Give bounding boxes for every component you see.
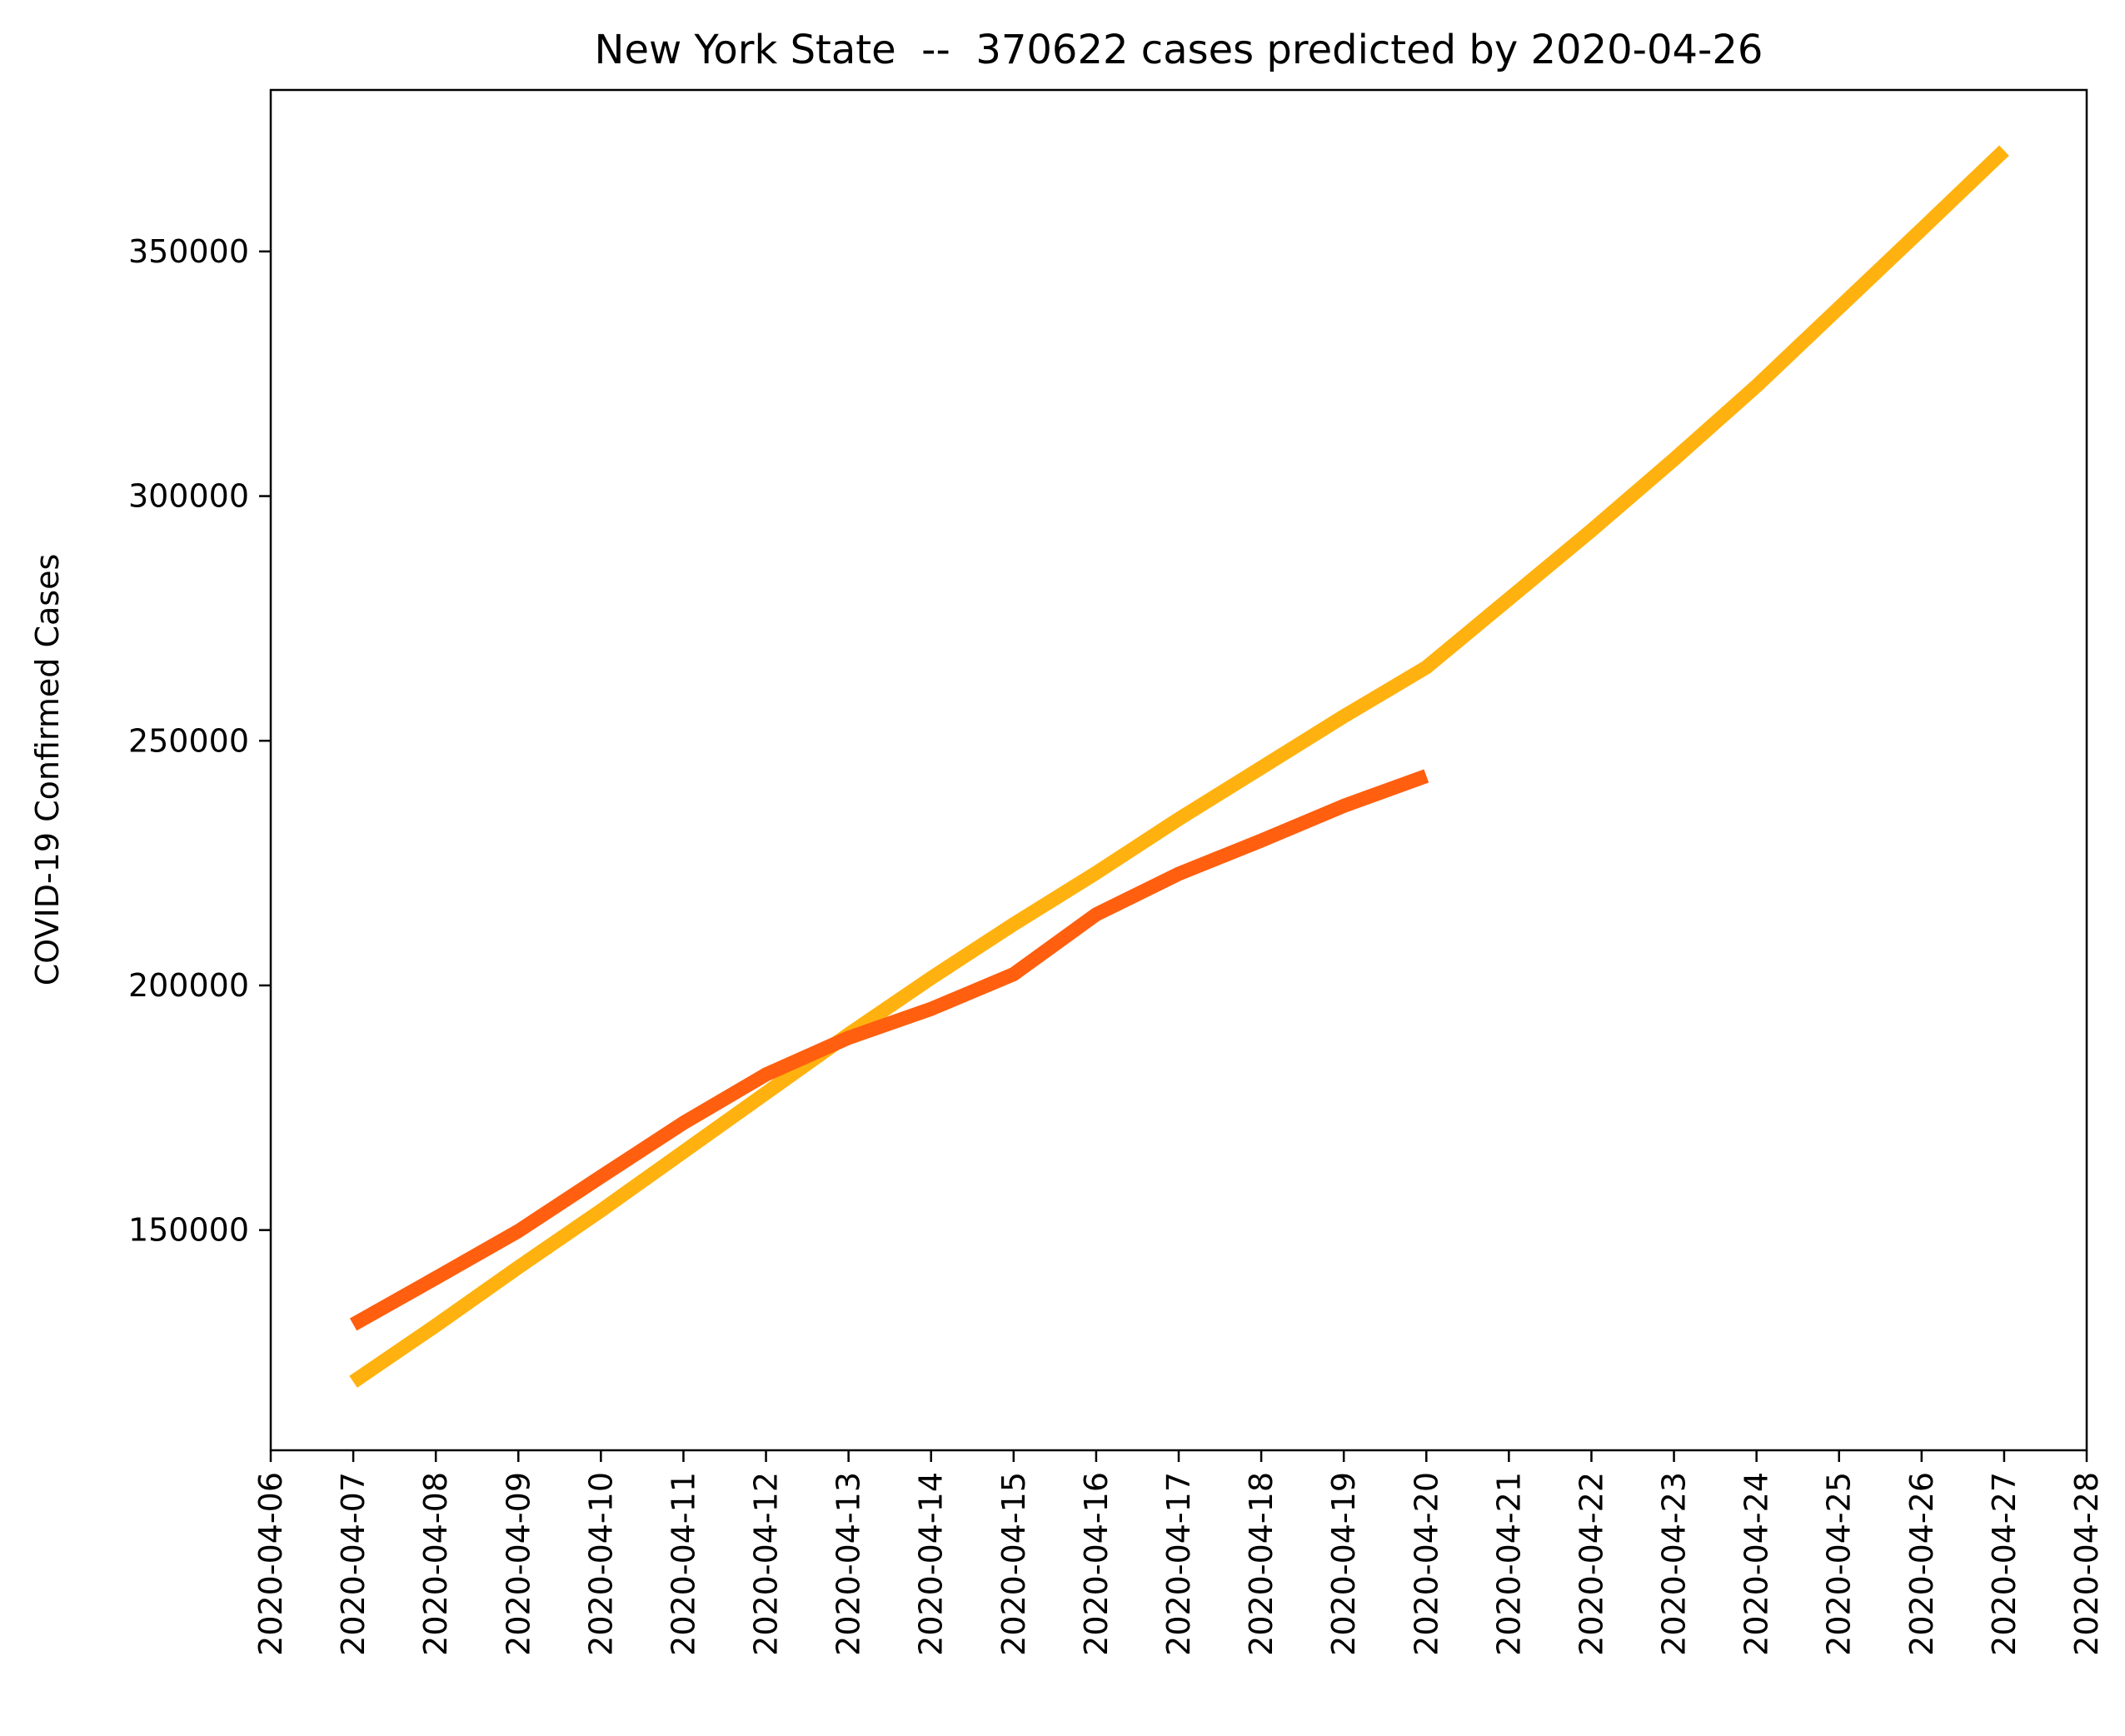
x-tick-label: 2020-04-08 (417, 1472, 454, 1656)
x-axis: 2020-04-06 2020-04-07 2020-04-08 2020-04-09… (252, 1450, 2105, 1656)
x-tick-label: 2020-04-12 (748, 1472, 785, 1656)
x-tick-label: 2020-04-23 (1656, 1472, 1693, 1656)
y-tick-label: 200000 (128, 967, 249, 1004)
x-tick-label: 2020-04-22 (1574, 1472, 1610, 1656)
x-tick-label: 2020-04-14 (913, 1472, 950, 1656)
x-tick-label: 2020-04-06 (252, 1472, 289, 1656)
y-tick-label: 150000 (128, 1212, 249, 1249)
series-layer (349, 145, 2009, 1388)
x-tick-label: 2020-04-21 (1490, 1472, 1527, 1656)
x-tick-label: 2020-04-10 (582, 1472, 619, 1656)
x-tick-label: 2020-04-28 (2068, 1472, 2105, 1656)
x-tick-label: 2020-04-26 (1903, 1472, 1940, 1656)
x-tick-label: 2020-04-20 (1408, 1472, 1444, 1656)
x-tick-label: 2020-04-13 (831, 1472, 867, 1656)
y-tick-label: 350000 (128, 233, 249, 270)
y-axis: 150000 200000 250000 300000 350000 (128, 233, 271, 1249)
x-tick-label: 2020-04-25 (1821, 1472, 1858, 1656)
y-tick-label: 300000 (128, 478, 249, 515)
y-axis-label: COVID-19 Confirmed Cases (29, 554, 66, 986)
chart-title: New York State -- 370622 cases predicted… (595, 27, 1763, 73)
x-tick-label: 2020-04-27 (1986, 1472, 2023, 1656)
x-tick-label: 2020-04-24 (1738, 1472, 1775, 1656)
x-tick-label: 2020-04-09 (500, 1472, 536, 1656)
series-line-1 (349, 145, 2009, 1388)
x-tick-label: 2020-04-07 (335, 1472, 372, 1656)
x-tick-label: 2020-04-11 (666, 1472, 702, 1656)
x-tick-label: 2020-04-16 (1078, 1472, 1115, 1656)
y-tick-label: 250000 (128, 722, 249, 759)
x-tick-label: 2020-04-19 (1325, 1472, 1362, 1656)
x-tick-label: 2020-04-17 (1160, 1472, 1197, 1656)
x-tick-label: 2020-04-18 (1243, 1472, 1279, 1656)
x-tick-label: 2020-04-15 (995, 1472, 1032, 1656)
series-line-2 (349, 769, 1429, 1331)
